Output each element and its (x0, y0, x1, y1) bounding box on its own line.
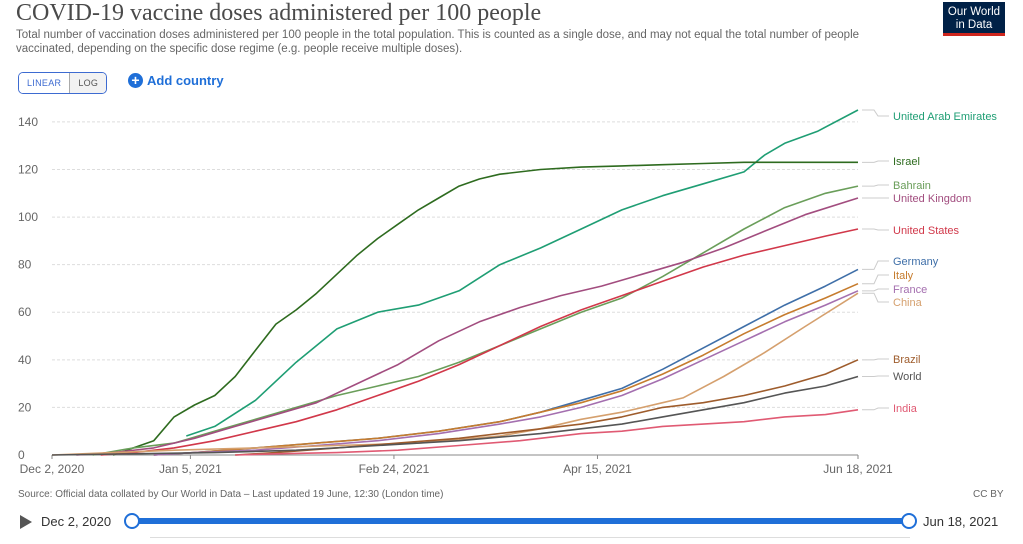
label-leader-line (862, 289, 889, 291)
label-leader-line (862, 261, 889, 269)
y-tick-label: 0 (18, 448, 25, 462)
series-line-israel (113, 162, 858, 455)
y-tick-label: 140 (18, 115, 38, 129)
series-line-united-arab-emirates (186, 110, 858, 436)
line-chart: 0 20 40 60 80 100 120 140 Dec 2, 2020 Jan 5, 2021… (0, 0, 1023, 490)
y-tick-label: 40 (18, 353, 32, 367)
label-leader-line (862, 110, 889, 116)
y-tick-label: 20 (18, 400, 32, 414)
x-tick-label: Dec 2, 2020 (20, 462, 85, 476)
series-label: Israel (893, 156, 920, 168)
source-note: Source: Official data collated by Our Wo… (18, 489, 443, 500)
label-leader-line (862, 229, 889, 230)
series-label: World (893, 371, 922, 383)
label-leader-line (862, 293, 889, 302)
timeline-start-label: Dec 2, 2020 (41, 514, 111, 529)
label-leader-line (862, 275, 889, 284)
series-label: France (893, 284, 927, 296)
series-line-bahrain (93, 186, 858, 455)
series-line-united-kingdom (76, 198, 858, 455)
series-label: Italy (893, 270, 914, 282)
series-label: United States (893, 225, 960, 237)
timeline-end-label: Jun 18, 2021 (923, 514, 998, 529)
timeline-end-handle[interactable] (901, 513, 917, 529)
x-tick-label: Jun 18, 2021 (823, 462, 893, 476)
y-tick-label: 80 (18, 258, 32, 272)
label-leader-line (862, 161, 889, 162)
x-tick-label: Jan 5, 2021 (159, 462, 222, 476)
series-label: China (893, 297, 923, 309)
series-label: India (893, 403, 918, 415)
series-label: Germany (893, 256, 939, 268)
series-label: United Arab Emirates (893, 111, 997, 123)
x-tick-label: Apr 15, 2021 (563, 462, 632, 476)
label-leader-line (862, 359, 889, 360)
label-leader-line (862, 185, 889, 186)
label-leader-line (862, 408, 889, 410)
y-tick-label: 120 (18, 162, 38, 176)
play-icon[interactable] (20, 515, 32, 529)
series-line-italy (154, 284, 858, 455)
series-label: Bahrain (893, 180, 931, 192)
series-label: Brazil (893, 354, 921, 366)
timeline: Dec 2, 2020 Jun 18, 2021 (0, 505, 1023, 539)
timeline-start-handle[interactable] (124, 513, 140, 529)
series-label: United Kingdom (893, 193, 971, 205)
license-link[interactable]: CC BY (973, 489, 1004, 500)
y-tick-label: 60 (18, 305, 32, 319)
timeline-track[interactable] (131, 518, 908, 524)
x-tick-label: Feb 24, 2021 (359, 462, 430, 476)
y-tick-label: 100 (18, 210, 38, 224)
series-line-germany (154, 269, 858, 455)
